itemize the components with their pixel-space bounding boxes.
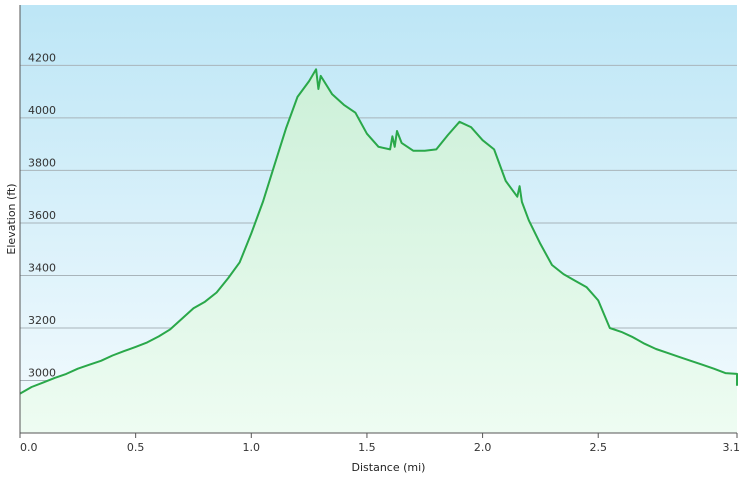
- elevation-area-fill: [20, 69, 737, 434]
- y-tick-label: 3800: [28, 156, 56, 169]
- x-tick-label: 1.0: [243, 441, 261, 454]
- x-axis-title: Distance (mi): [352, 461, 426, 474]
- x-tick-label: 0.5: [127, 441, 145, 454]
- y-tick-label: 3600: [28, 209, 56, 222]
- elevation-line: [19, 68, 738, 395]
- y-tick-label: 3400: [28, 261, 56, 274]
- y-axis-title: Elevation (ft): [5, 183, 18, 254]
- x-tick-label: 2.5: [589, 441, 607, 454]
- y-tick-labels: 3000 3200 3400 3600 3800 4000 4200: [28, 51, 56, 379]
- x-tick-label: 1.5: [358, 441, 376, 454]
- y-tick-label: 3200: [28, 314, 56, 327]
- y-tick-label: 4000: [28, 104, 56, 117]
- x-tick-label: 3.1: [723, 441, 741, 454]
- axes: [19, 5, 738, 438]
- y-tick-label: 4200: [28, 51, 56, 64]
- y-tick-label: 3000: [28, 366, 56, 379]
- x-tick-labels: 0.0 0.5 1.0 1.5 2.0 2.5 3.1: [20, 441, 740, 454]
- x-tick-label: 0.0: [20, 441, 38, 454]
- x-tick-label: 2.0: [474, 441, 492, 454]
